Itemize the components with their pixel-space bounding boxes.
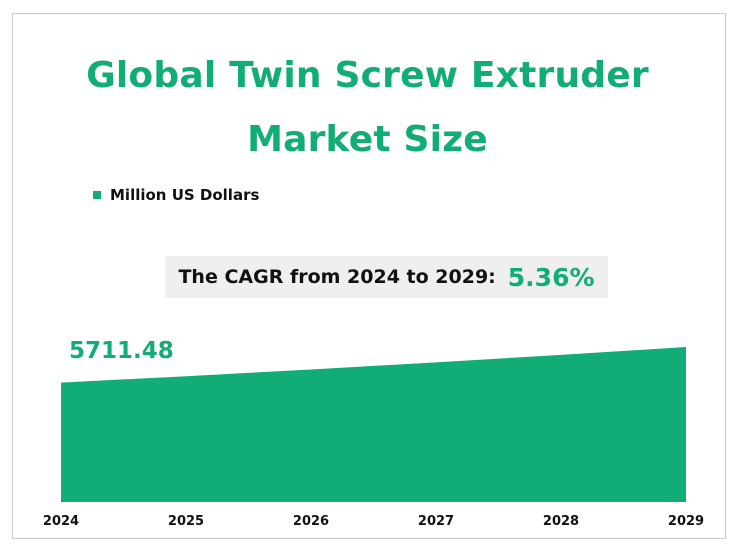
legend-swatch xyxy=(93,191,101,199)
area-series xyxy=(61,347,686,502)
x-tick-label: 2029 xyxy=(668,514,704,529)
title-line-2: Market Size xyxy=(247,119,488,160)
x-tick-label: 2028 xyxy=(543,514,579,529)
cagr-value: 5.36% xyxy=(507,262,595,292)
x-tick-label: 2026 xyxy=(293,514,329,529)
x-tick-label: 2025 xyxy=(168,514,204,529)
legend-label: Million US Dollars xyxy=(110,186,260,204)
title-line-1: Global Twin Screw Extruder xyxy=(86,55,649,96)
first-value-label: 5711.48 xyxy=(69,338,174,364)
cagr-label: The CAGR from 2024 to 2029: xyxy=(178,266,496,288)
cagr-box: The CAGR from 2024 to 2029: 5.36% xyxy=(165,256,608,298)
chart-title: Global Twin Screw Extruder Market Size xyxy=(0,44,735,172)
x-tick-label: 2027 xyxy=(418,514,454,529)
x-tick-label: 2024 xyxy=(43,514,79,529)
legend: Million US Dollars xyxy=(93,186,259,204)
